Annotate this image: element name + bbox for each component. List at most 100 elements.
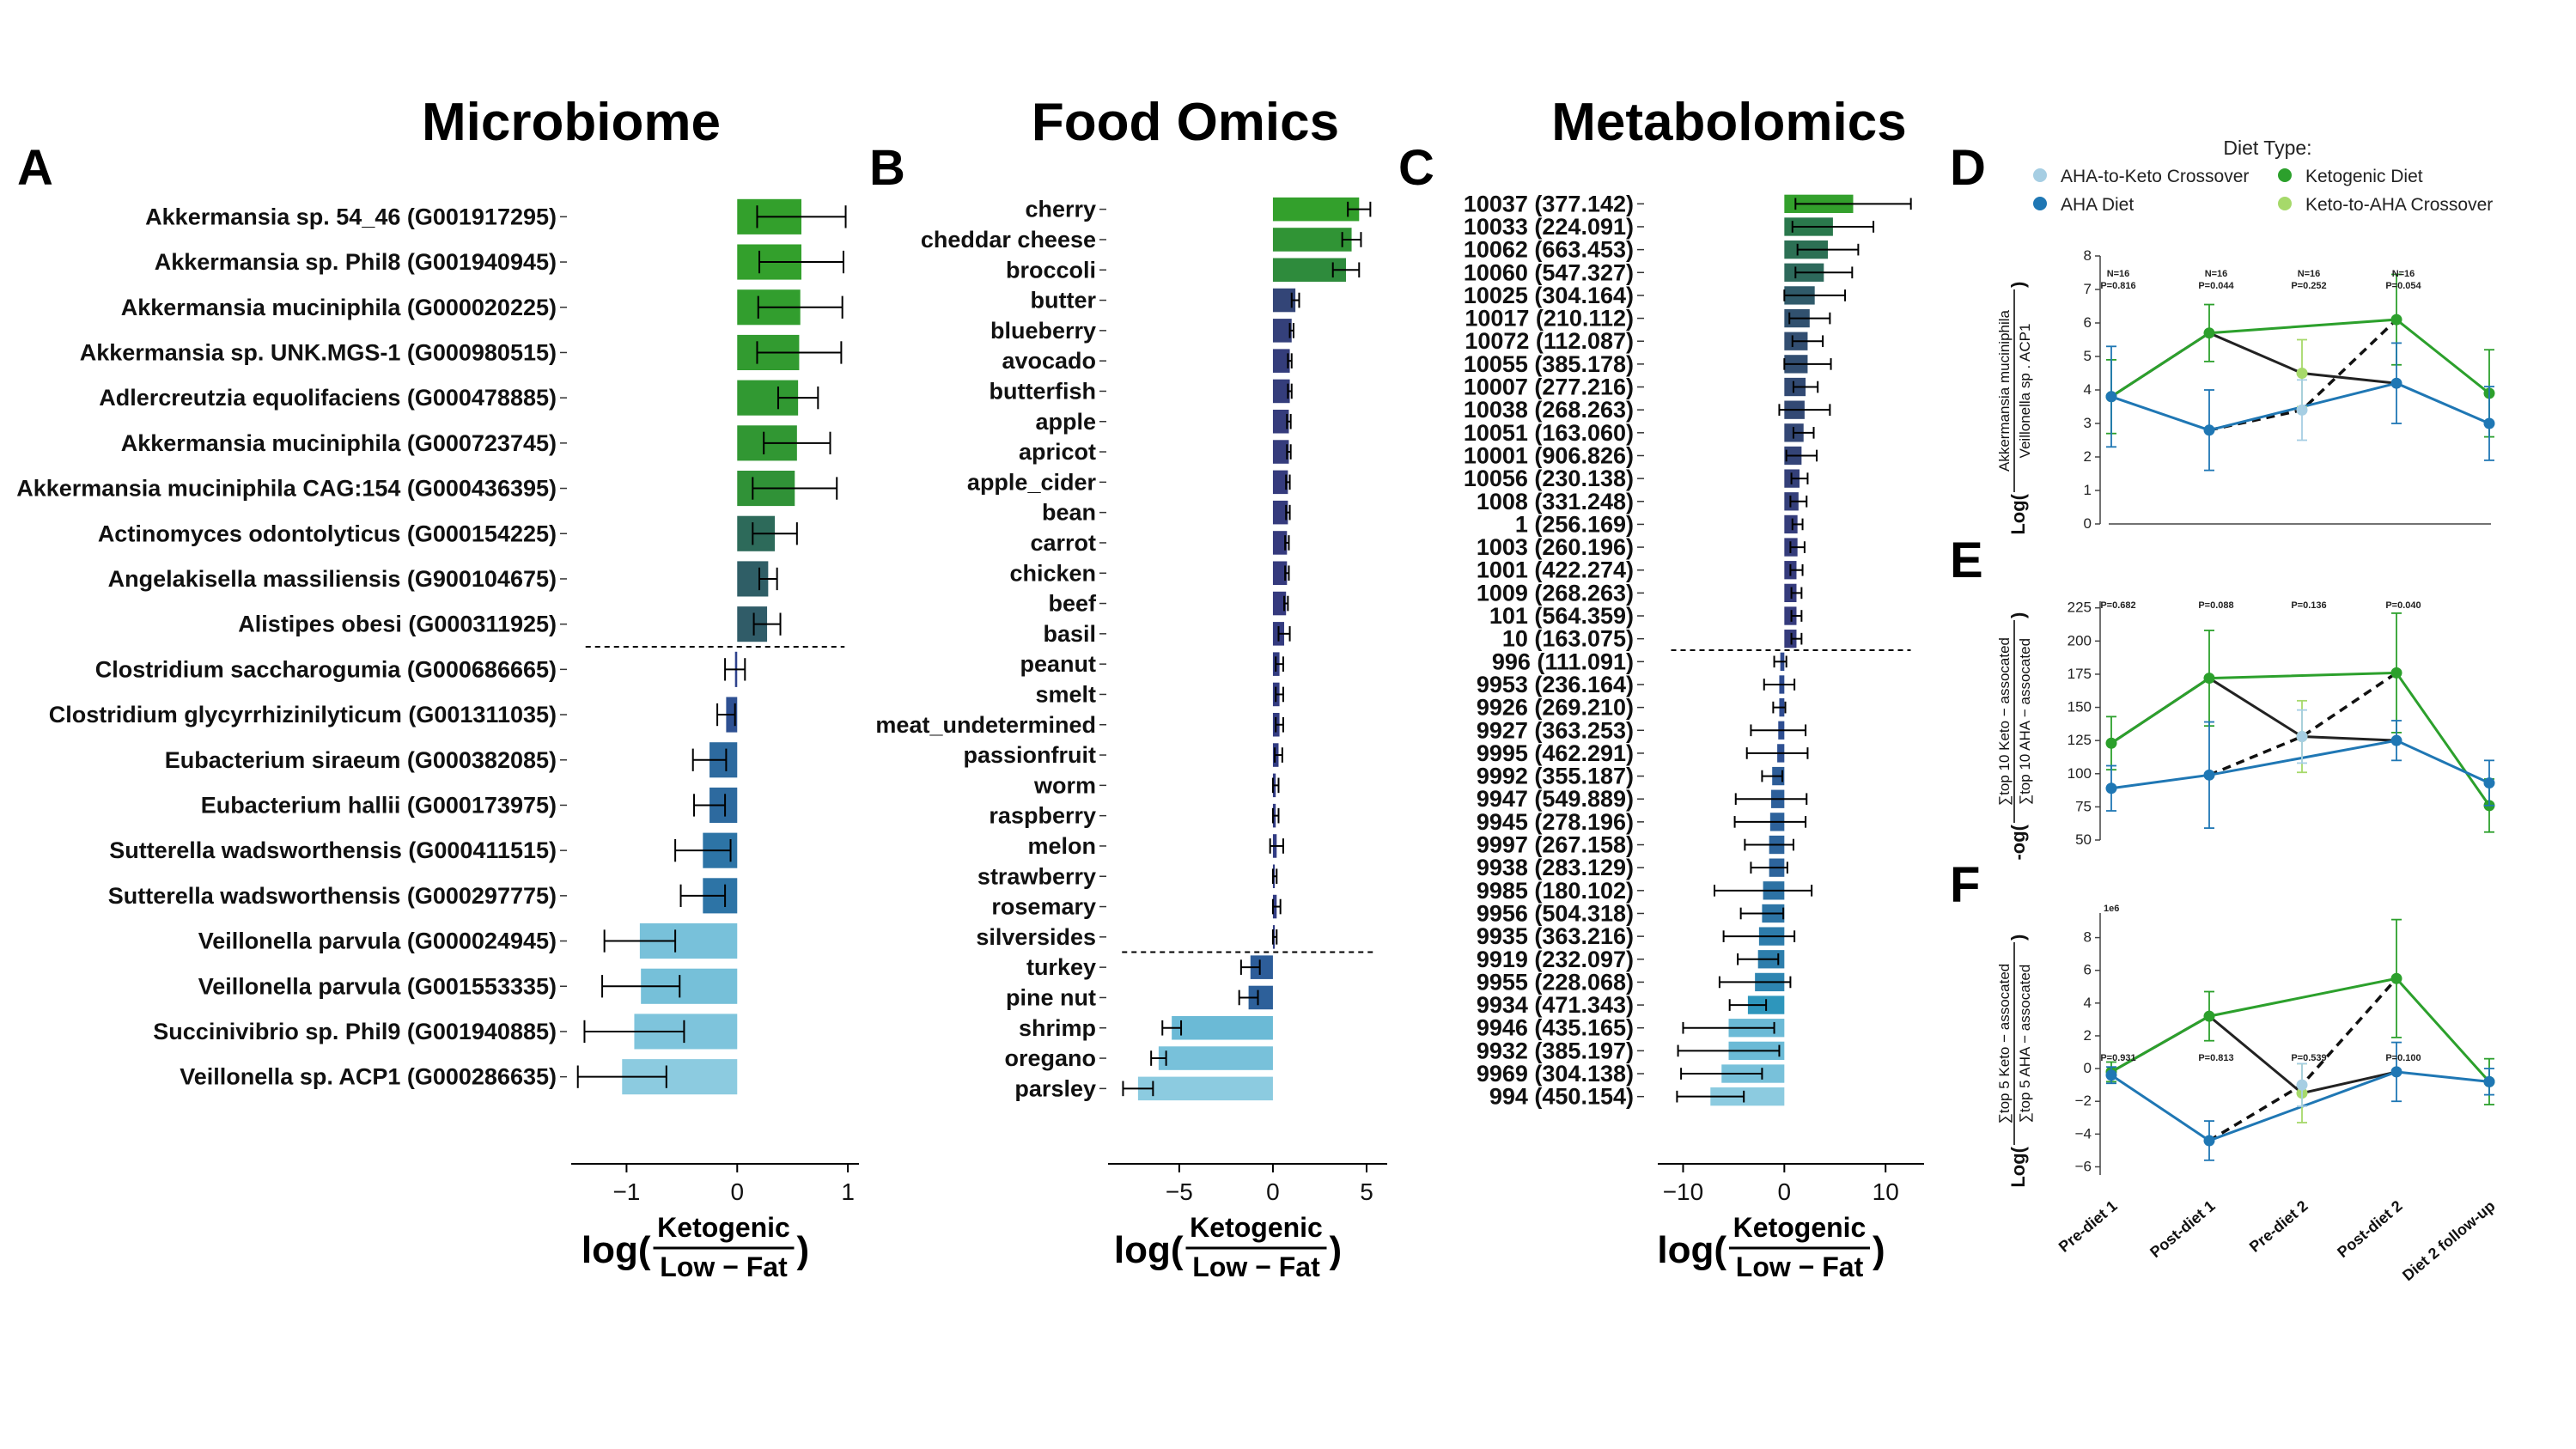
legend-marker [2033,168,2047,182]
panel-a-category-label: Clostridium saccharogumia (G000686665) [95,656,557,682]
panel-c-bar [1784,583,1797,603]
panel-d-ytick-label: 7 [2084,281,2092,297]
panel-b-category-label: melon [1027,833,1096,859]
panel-c-category-label: 9935 (363.216) [1477,923,1634,949]
panel-c-category-label: 9985 (180.102) [1477,878,1634,904]
panel-a-xtick-label: −1 [612,1178,640,1205]
panel-a-category-label: Veillonella parvula (G001553335) [198,973,557,999]
panel-d-ytick-label: 3 [2084,415,2092,431]
panel-c-category-label: 9995 (462.291) [1477,740,1634,766]
panel-e-ylabel-denominator: ∑top 10 AHA − assocated [2017,638,2033,805]
panel-c-category-label: 10007 (277.216) [1464,374,1634,400]
panel-b-xtick-label: 0 [1266,1178,1280,1205]
panel-b-category-label: strawberry [977,863,1096,889]
panel-e-annotation-p: P=0.136 [2291,600,2326,611]
panel-b-bar [1172,1015,1273,1040]
panel-b-category-label: shrimp [1019,1015,1096,1041]
panel-c-bar [1784,630,1797,648]
panel-f: F −6 −4 −2 0 2 4 6 8 1e6 Log(∑top 5 Keto − assocat… [1950,857,2499,1284]
panel-e-series-ketogenic-diet-line [2110,671,2491,807]
panel-a-xtick-label: 1 [841,1178,855,1205]
panel-c-xlabel-numerator: Ketogenic [1733,1212,1867,1243]
panel-d: D 0 1 2 3 4 5 6 7 8 Log(Akkermansia muciniphila Vei… [1950,140,2495,535]
panel-d-ylabel-suffix: ) [2007,282,2029,288]
panel-d-annotation-p: P=0.044 [2198,281,2234,291]
panel-a-xlabel-suffix: ) [797,1229,810,1271]
panel-b-xlabel-numerator: Ketogenic [1190,1212,1323,1243]
panel-a-category-label: Akkermansia sp. UNK.MGS-1 (G000980515) [80,339,557,365]
legend-item-label: AHA Diet [2061,195,2134,215]
panel-c-category-label: 10060 (547.327) [1464,259,1634,285]
panel-a-category-label: Succinivibrio sp. Phil9 (G001940885) [153,1019,557,1044]
panel-c-letter: C [1398,140,1434,196]
panel-e-annotation-p: P=0.088 [2198,600,2233,611]
panel-d-ytick-label: 2 [2084,448,2092,465]
panel-d-ylabel-denominator: Veillonella sp . ACP1 [2017,324,2033,459]
panel-c-category-label: 9955 (228.068) [1477,969,1634,995]
panel-c-xlabel-suffix: ) [1873,1229,1885,1271]
panel-f-ylabel-numerator: ∑top 5 Keto − assocated [1996,964,2013,1124]
panel-c-bar [1710,1087,1785,1106]
panel-d-annotation-n: N=16 [2205,269,2228,279]
panel-e-series-aha-diet-line [2110,739,2490,790]
panel-e-ytick-label: 150 [2067,699,2092,715]
panel-c-category-label: 10017 (210.112) [1465,306,1634,332]
panel-f-xcategory-label: Post-diet 2 [2334,1197,2405,1261]
panel-e-ylabel-prefix: -og( [2007,824,2029,860]
panel-c-category-label: 10072 (112.087) [1465,328,1634,354]
panel-b-bar [1272,197,1360,222]
panel-f-annotation-p: P=0.100 [2385,1053,2421,1063]
panel-a-category-label: Alistipes obesi (G000311925) [238,612,557,637]
panel-b-bar [1272,319,1292,343]
legend-item-label: AHA-to-Keto Crossover [2061,167,2249,186]
panel-b-xtick-label: 5 [1360,1178,1373,1205]
panel-b-category-label: parsley [1014,1075,1096,1101]
panel-c-category-label: 10051 (163.060) [1464,420,1634,446]
panel-a-category-label: Adlercreutzia equolifaciens (G000478885) [99,385,557,411]
panel-d-series-aha-diet-point [2483,417,2495,429]
panel-f-series-ketogenic-diet-point [2203,1010,2215,1022]
legend-marker [2278,197,2292,210]
panel-c-category-label: 101 (564.359) [1489,603,1634,629]
panel-a-category-label: Akkermansia muciniphila (G000723745) [121,430,557,456]
panel-f-letter: F [1950,857,1980,913]
panel-f-xcategory-label: Pre-diet 1 [2055,1197,2121,1256]
panel-c-category-label: 10055 (385.178) [1464,351,1634,377]
panel-f-ylabel-denominator: ∑top 5 AHA − assocated [2017,965,2033,1123]
panel-b-category-label: broccoli [1006,257,1096,283]
panel-c-category-label: 9932 (385.197) [1477,1038,1634,1063]
panel-d-series-aha-diet-point [2105,391,2117,403]
panel-e-ytick-label: 75 [2075,798,2092,814]
panel-e-series-ketogenic-diet-point [2105,737,2117,749]
panel-b-category-label: meat_undetermined [875,712,1096,738]
panel-d-connector-solid [2110,332,2397,399]
panel-d-series-aha-to-keto-crossover-point [2296,404,2308,416]
panel-b-bar [1158,1046,1273,1070]
panel-f-series-ketogenic-diet-point [2390,972,2402,984]
panel-d-annotation-p: P=0.816 [2100,281,2135,291]
legend-item-label: Keto-to-AHA Crossover [2305,195,2493,215]
panel-f-xcategory-label: Diet 2 follow-up [2399,1197,2499,1284]
panel-d-annotation-n: N=16 [2107,269,2130,279]
panel-c-category-label: 9945 (278.196) [1477,809,1634,835]
panel-b-category-label: beef [1048,591,1097,617]
panel-e-ytick-label: 175 [2067,666,2092,682]
panel-c-category-label: 9927 (363.253) [1477,717,1634,743]
panel-b-bar [1272,470,1288,495]
panel-f-ylabel-suffix: ) [2007,935,2029,941]
panel-d-ytick-label: 0 [2084,515,2092,532]
panel-d-annotation-n: N=16 [2392,269,2415,279]
panel-b-xlabel-denominator: Low − Fat [1192,1251,1320,1282]
panel-c-category-label: 10 (163.075) [1502,626,1634,652]
panel-c-category-label: 9947 (549.889) [1477,786,1634,812]
panel-d-annotation-p: P=0.054 [2385,281,2421,291]
panel-c-category-label: 10033 (224.091) [1464,214,1634,240]
panel-b-category-label: bean [1042,500,1096,526]
panel-d-ytick-label: 6 [2084,314,2092,331]
panel-d-series-ketogenic-diet-line [2110,318,2490,399]
panel-e-connector-solid [2110,676,2397,745]
panel-f-series-ketogenic-diet-line [2110,977,2491,1083]
panel-c-category-label: 9997 (267.158) [1477,832,1634,858]
panel-a-xlabel-numerator: Ketogenic [657,1212,790,1243]
panel-c-category-label: 1001 (422.274) [1477,557,1634,583]
